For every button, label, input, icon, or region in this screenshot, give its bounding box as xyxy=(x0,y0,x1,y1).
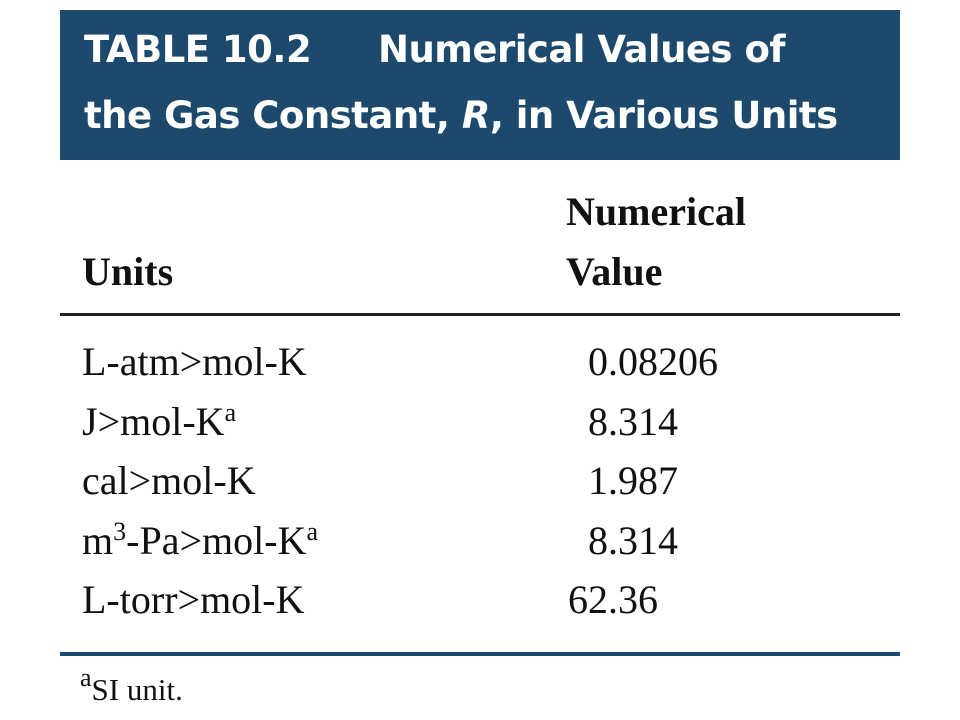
unit-superscript: a xyxy=(224,397,237,427)
unit-cell: cal>mol-K xyxy=(82,457,256,504)
unit-text: L-atm>mol-K xyxy=(82,339,307,384)
unit-text: cal>mol-K xyxy=(82,458,256,503)
column-header: Numerical xyxy=(566,189,746,234)
unit-superscript: a xyxy=(306,516,318,546)
header-rule xyxy=(60,313,900,316)
table-label: TABLE 10.2 xyxy=(84,28,312,71)
unit-cell: L-atm>mol-K xyxy=(82,338,307,385)
title-part: R xyxy=(461,94,491,137)
title-part: the Gas Constant, xyxy=(84,94,462,137)
value-cell: 62.36 xyxy=(568,577,658,622)
table-title: the Gas Constant, R, in Various Units xyxy=(84,94,838,137)
title-part: , in Various Units xyxy=(489,94,838,137)
footnote-text: SI unit. xyxy=(91,672,183,707)
footnote: aSI unit. xyxy=(80,665,183,708)
unit-cell: m3-Pa>mol-Ka xyxy=(82,517,318,564)
value-cell: 0.08206 xyxy=(588,339,718,384)
value-cell: 8.314 xyxy=(588,398,678,444)
column-header: Value xyxy=(566,249,663,294)
value-cell: 8.314 xyxy=(588,517,678,563)
unit-text: m xyxy=(82,517,114,563)
unit-text: J>mol-K xyxy=(82,398,225,444)
table-title: Numerical Values of xyxy=(378,28,785,71)
unit-text: L-torr>mol-K xyxy=(82,577,305,622)
column-header: Units xyxy=(82,249,174,294)
unit-cell: L-torr>mol-K xyxy=(82,576,305,623)
bottom-rule xyxy=(60,652,900,656)
footnote-mark: a xyxy=(80,663,92,692)
header-bar xyxy=(60,10,900,160)
unit-text: -Pa>mol-K xyxy=(126,517,307,563)
value-cell: 1.987 xyxy=(588,458,678,503)
unit-superscript: 3 xyxy=(113,516,127,546)
unit-cell: J>mol-Ka xyxy=(82,398,236,445)
